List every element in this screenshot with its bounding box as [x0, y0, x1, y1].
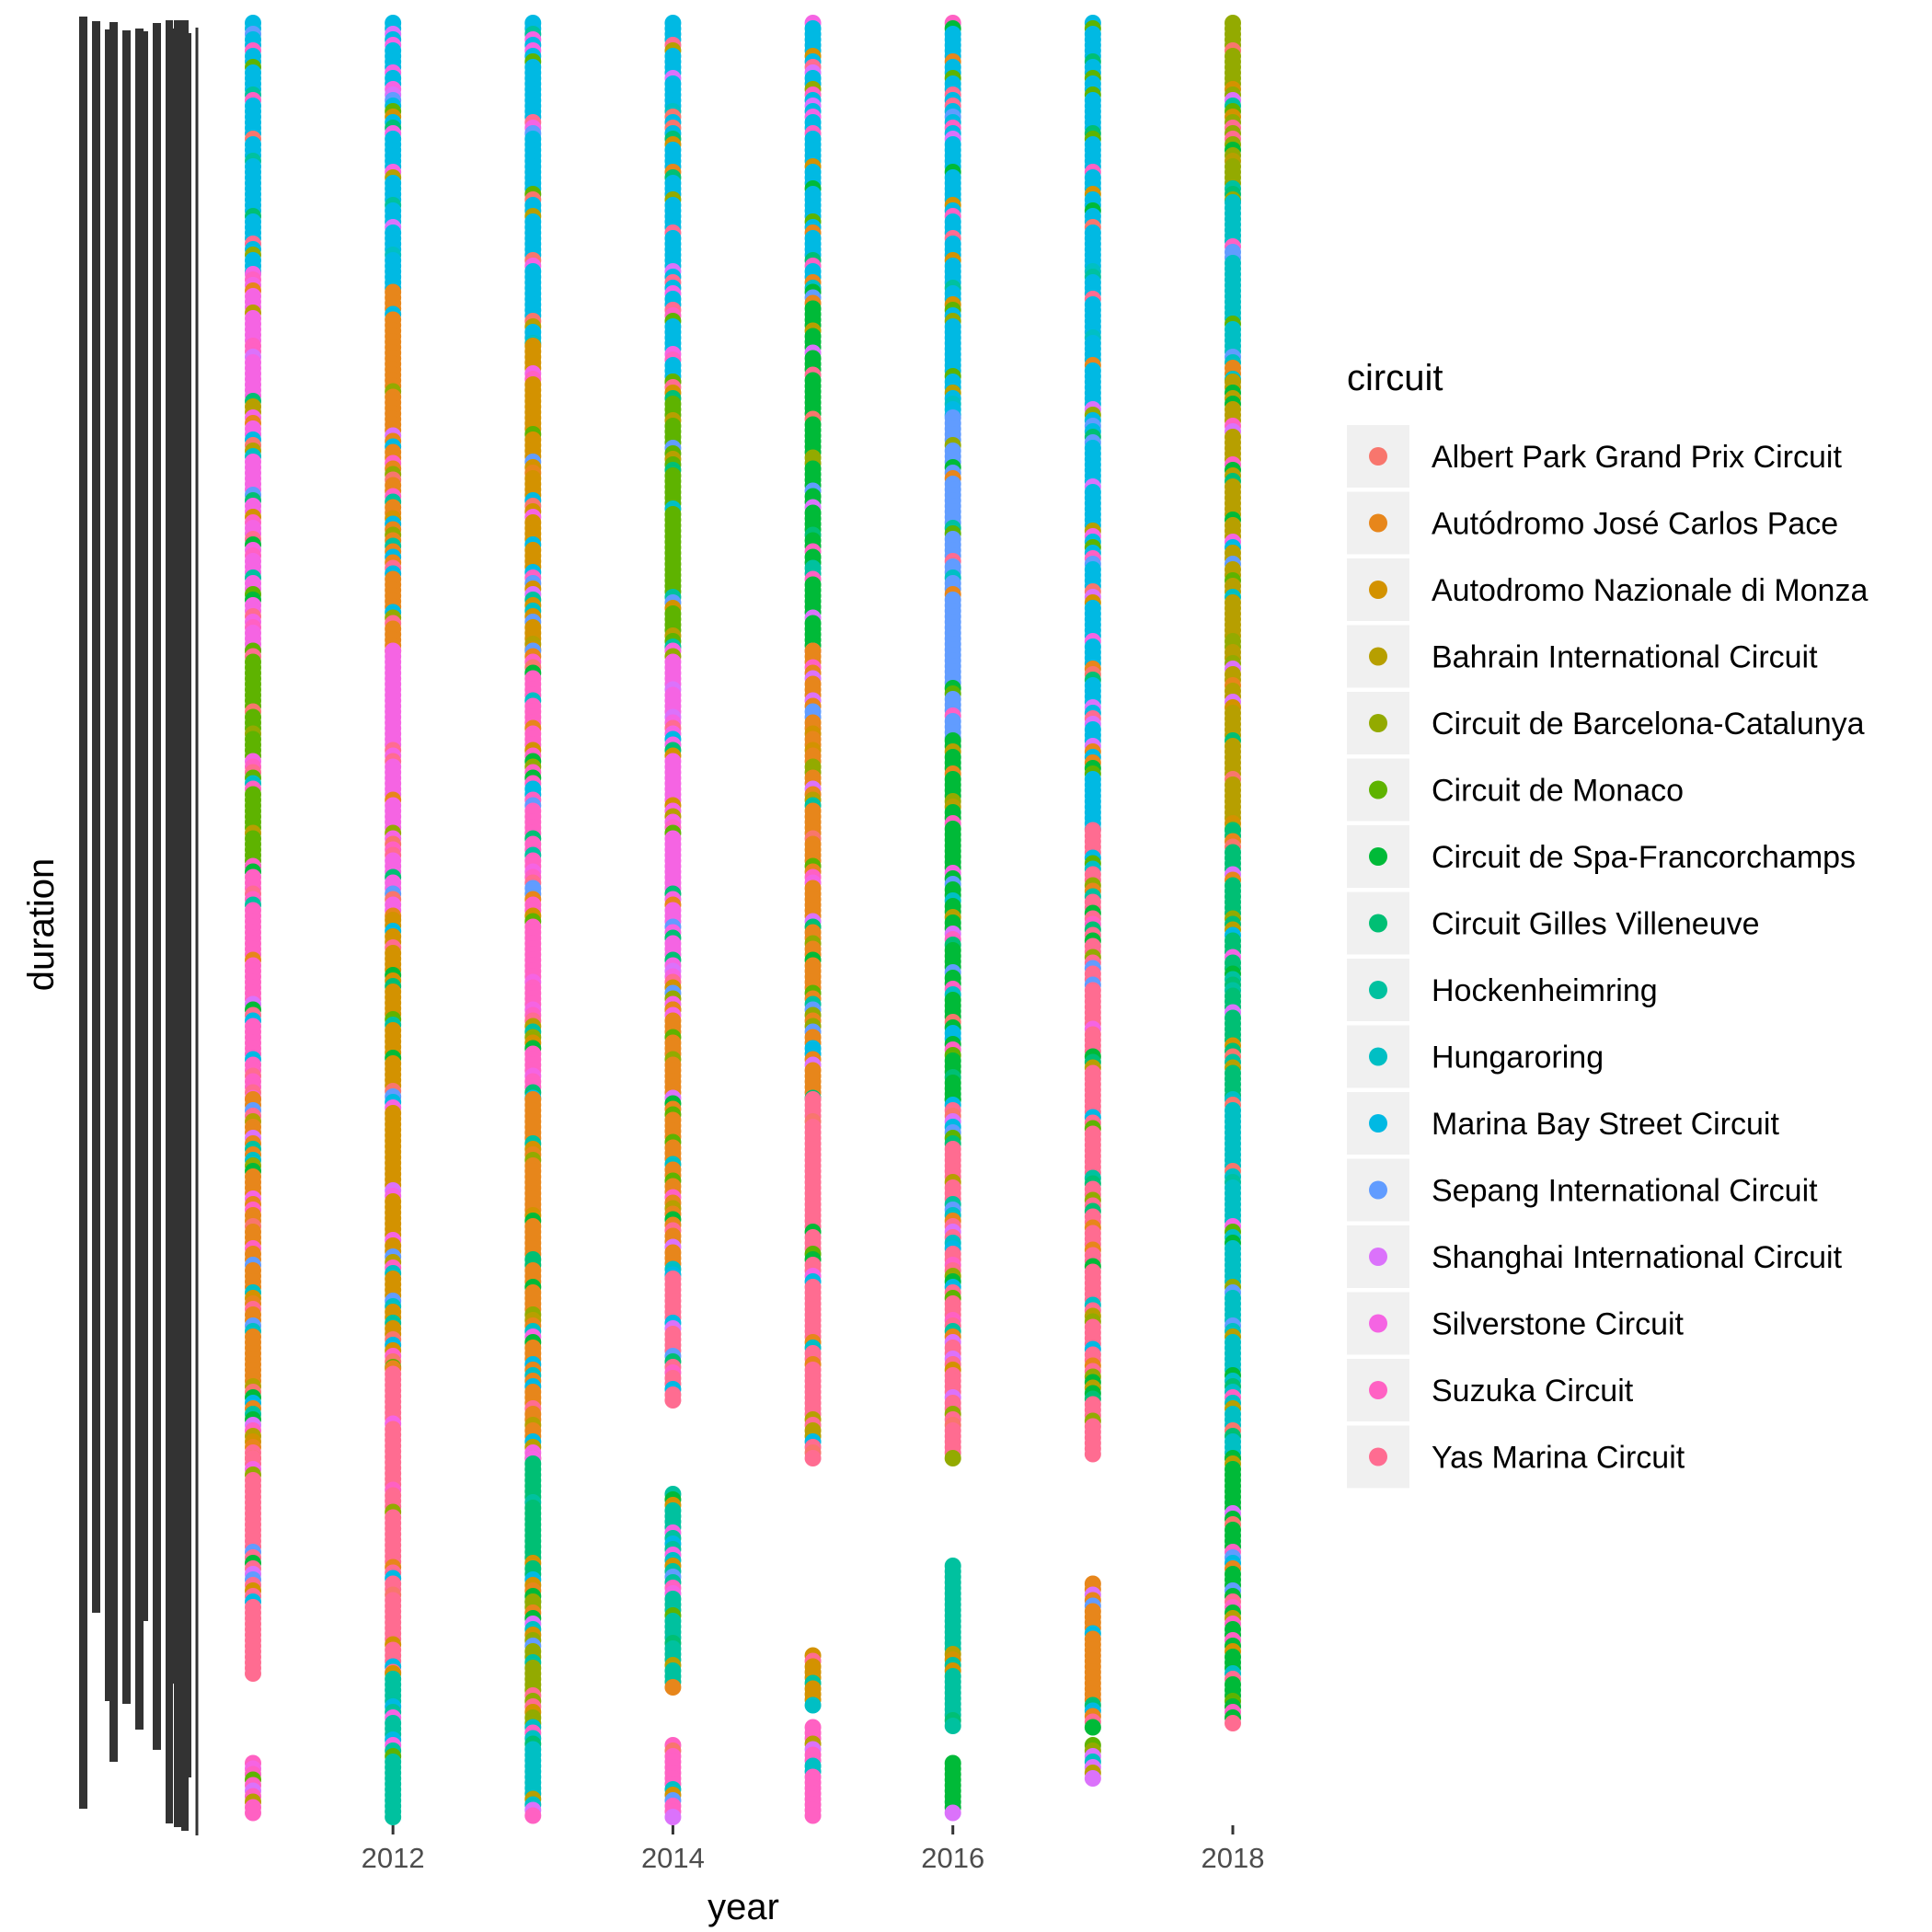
x-tick-label: 2014 — [641, 1842, 705, 1874]
legend-color-dot — [1369, 780, 1387, 799]
legend-color-dot — [1369, 981, 1387, 999]
legend: circuit Albert Park Grand Prix Circuit Au… — [1347, 358, 1868, 1489]
data-point — [524, 1807, 542, 1824]
x-tick-label: 2016 — [921, 1842, 984, 1874]
x-tick-label: 2012 — [362, 1842, 425, 1874]
year-column-2016 — [944, 15, 961, 1822]
y-tick-mark-overlap — [181, 20, 189, 1831]
data-point — [944, 1804, 961, 1822]
legend-label: Autódromo José Carlos Pace — [1432, 507, 1838, 542]
data-point — [804, 1807, 822, 1824]
year-column-2012 — [385, 15, 402, 1825]
year-column-2015 — [804, 15, 822, 1824]
data-point — [664, 1392, 682, 1409]
y-tick-mark-overlap — [166, 20, 173, 1823]
data-point — [1084, 1770, 1101, 1787]
legend-color-dot — [1369, 847, 1387, 866]
data-point — [944, 1450, 961, 1466]
legend-color-dot — [1369, 1314, 1387, 1333]
legend-color-dot — [1369, 513, 1387, 533]
y-tick-mark-overlap — [174, 20, 181, 1827]
legend-label: Silverstone Circuit — [1432, 1307, 1685, 1342]
y-axis-title: duration — [21, 858, 62, 992]
year-column-2018 — [1225, 15, 1241, 1731]
year-column-2014 — [664, 15, 682, 1825]
y-axis-tick-labels — [79, 17, 191, 1831]
legend-color-dot — [1369, 1047, 1387, 1066]
legend-label: Sepang International Circuit — [1432, 1174, 1818, 1209]
legend-color-dot — [1369, 1114, 1387, 1133]
data-point — [804, 1450, 822, 1466]
x-axis-ticks: 2012 2014 2016 2018 — [362, 1825, 1265, 1874]
legend-label: Yas Marina Circuit — [1432, 1441, 1685, 1476]
data-point — [245, 1804, 261, 1822]
data-points — [245, 15, 1241, 1825]
legend-label: Circuit de Barcelona-Catalunya — [1432, 707, 1865, 742]
legend-label: Albert Park Grand Prix Circuit — [1432, 440, 1842, 475]
legend-color-dot — [1369, 447, 1387, 466]
legend-label: Hungaroring — [1432, 1041, 1604, 1075]
y-tick-label-overlap — [92, 21, 100, 1613]
year-column-2013 — [524, 15, 542, 1824]
legend-color-dot — [1369, 581, 1387, 599]
y-tick-label-overlap — [122, 30, 131, 1704]
y-tick-label-overlap — [105, 29, 113, 1701]
data-point — [1225, 1715, 1241, 1731]
legend-label: Circuit de Monaco — [1432, 774, 1684, 809]
legend-color-dot — [1369, 1248, 1387, 1266]
legend-color-dot — [1369, 714, 1387, 732]
legend-title: circuit — [1347, 358, 1443, 398]
legend-color-dot — [1369, 1381, 1387, 1399]
legend-label: Circuit de Spa-Francorchamps — [1432, 840, 1856, 875]
legend-color-dot — [1369, 1180, 1387, 1200]
legend-color-dot — [1369, 914, 1387, 933]
y-tick-label-overlap — [135, 29, 144, 1730]
data-point — [664, 1809, 682, 1825]
y-tick-label-overlap — [140, 31, 148, 1621]
legend-color-dot — [1369, 647, 1387, 666]
y-tick-label-overlap — [153, 23, 161, 1750]
data-point — [664, 1679, 682, 1696]
legend-label: Bahrain International Circuit — [1432, 640, 1818, 675]
data-point — [245, 1665, 261, 1682]
legend-label: Marina Bay Street Circuit — [1432, 1107, 1779, 1142]
legend-label: Hockenheimring — [1432, 973, 1658, 1008]
year-column-2011 — [245, 15, 261, 1822]
year-column-2017 — [1084, 15, 1101, 1787]
y-tick-label-overlap — [109, 22, 118, 1762]
data-point — [804, 1696, 822, 1714]
x-tick-label: 2018 — [1202, 1842, 1265, 1874]
data-point — [1084, 1719, 1101, 1736]
legend-label: Autodromo Nazionale di Monza — [1432, 573, 1868, 608]
legend-label: Shanghai International Circuit — [1432, 1240, 1843, 1275]
data-point — [944, 1718, 961, 1734]
legend-label: Suzuka Circuit — [1432, 1374, 1634, 1409]
x-axis-title: year — [707, 1887, 779, 1927]
y-tick-label-overlap — [79, 17, 87, 1809]
data-point — [385, 1809, 402, 1825]
data-point — [1084, 1445, 1101, 1463]
legend-color-dot — [1369, 1447, 1387, 1466]
legend-label: Circuit Gilles Villeneuve — [1432, 907, 1760, 942]
